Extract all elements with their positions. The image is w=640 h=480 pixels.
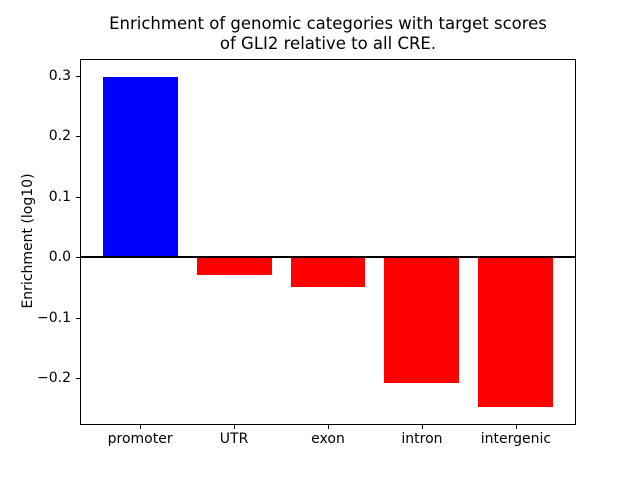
- bar-UTR: [197, 257, 272, 276]
- bar-exon: [290, 257, 366, 288]
- y-tick-label: 0.3: [48, 67, 71, 84]
- bar-intron: [384, 257, 459, 384]
- bar-intergenic: [477, 257, 553, 408]
- y-tick-label: 0.0: [48, 249, 71, 266]
- y-tick-label: −0.1: [37, 309, 71, 326]
- chart-title-line1: Enrichment of genomic categories with ta…: [109, 14, 547, 33]
- y-tick-label: 0.2: [48, 128, 71, 145]
- x-tick-label-exon: exon: [311, 431, 345, 447]
- y-tick-label: 0.1: [48, 188, 71, 205]
- y-tick-mark: [76, 378, 80, 379]
- zero-line: [81, 256, 575, 259]
- x-tick-mark: [516, 425, 517, 429]
- chart-title-line2: of GLI2 relative to all CRE.: [219, 34, 437, 53]
- x-tick-label-intron: intron: [401, 431, 443, 447]
- y-tick-mark: [76, 318, 80, 319]
- plot-area: [80, 59, 576, 425]
- x-tick-mark: [422, 425, 423, 429]
- x-tick-label-intergenic: intergenic: [480, 431, 552, 447]
- x-tick-mark: [328, 425, 329, 429]
- y-tick-mark: [76, 76, 80, 77]
- y-tick-mark: [76, 257, 80, 258]
- chart-title: Enrichment of genomic categories with ta…: [80, 14, 576, 54]
- bar-promoter: [103, 76, 179, 258]
- y-tick-mark: [76, 136, 80, 137]
- y-tick-label: −0.2: [37, 370, 71, 387]
- x-tick-mark: [140, 425, 141, 429]
- x-tick-label-UTR: UTR: [219, 431, 249, 447]
- x-tick-mark: [234, 425, 235, 429]
- y-tick-mark: [76, 197, 80, 198]
- x-tick-label-promoter: promoter: [107, 431, 173, 447]
